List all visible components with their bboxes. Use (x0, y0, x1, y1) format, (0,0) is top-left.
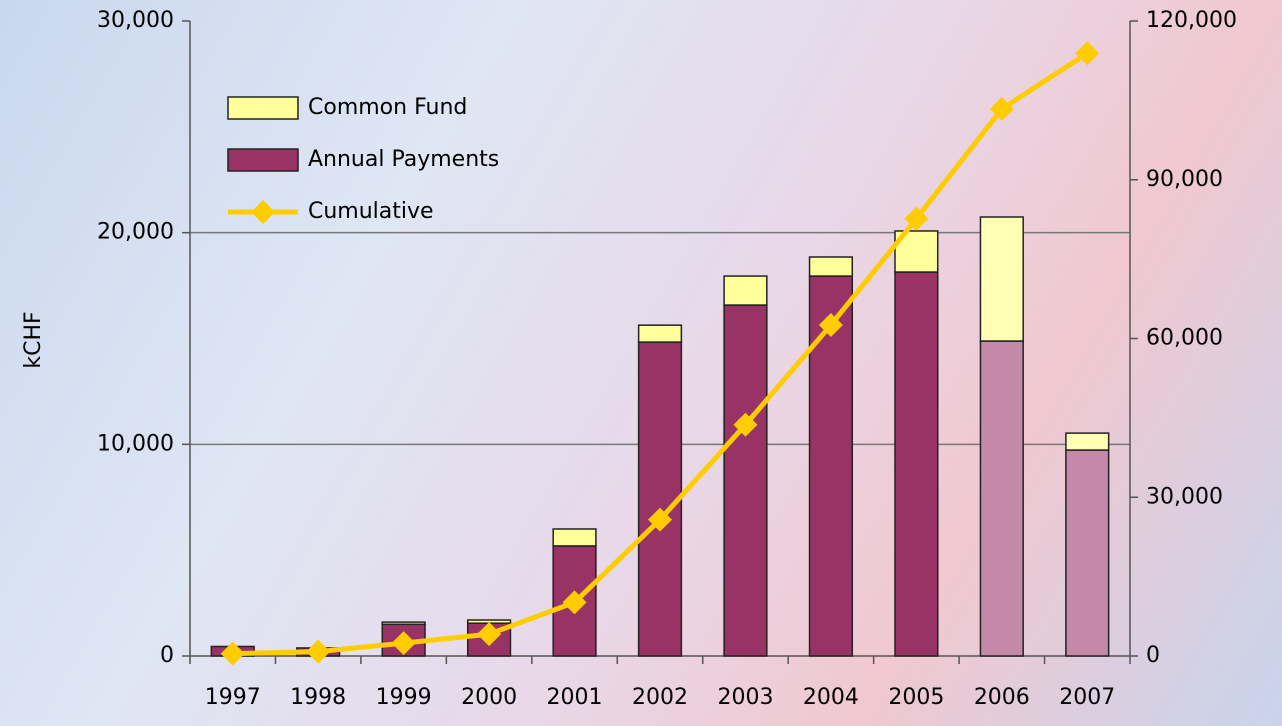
bar (381, 621, 426, 626)
y2-tick-label: 0 (1146, 643, 1160, 668)
marker (1075, 41, 1100, 66)
bar (894, 271, 939, 657)
marker (391, 631, 416, 656)
legend-marker (251, 200, 275, 224)
y2-tick-label: 90,000 (1146, 167, 1223, 192)
legend-label: Annual Payments (308, 147, 499, 172)
legend-label: Cumulative (308, 199, 434, 224)
bar (723, 275, 768, 306)
y2-tick-label: 120,000 (1146, 8, 1237, 33)
y2-tick-label: 60,000 (1146, 326, 1223, 351)
marker (733, 412, 758, 437)
x-tick-label: 2002 (632, 685, 688, 710)
marker (818, 312, 843, 337)
marker (477, 622, 502, 647)
y-tick-label: 20,000 (97, 220, 174, 245)
bar (1065, 432, 1110, 451)
bar (979, 216, 1024, 342)
bar (1065, 449, 1110, 657)
y2-tick-label: 30,000 (1146, 484, 1223, 509)
x-tick-label: 1998 (290, 685, 346, 710)
bar (723, 304, 768, 657)
marker (562, 590, 587, 615)
x-tick-label: 2001 (547, 685, 603, 710)
x-tick-label: 2005 (888, 685, 944, 710)
marker (648, 507, 672, 532)
bar (808, 256, 854, 277)
bar (552, 528, 597, 547)
bar (637, 324, 683, 343)
marker (220, 641, 245, 666)
x-tick-label: 1999 (376, 685, 432, 710)
marker (904, 206, 929, 231)
x-tick-label: 2004 (803, 685, 859, 710)
bar (979, 340, 1024, 657)
x-tick-label: 2007 (1059, 685, 1115, 710)
y-axis-label: kCHF (21, 311, 46, 368)
x-tick-label: 2000 (461, 685, 517, 710)
y-tick-label: 30,000 (97, 8, 174, 33)
legend-swatch (227, 96, 299, 120)
x-tick-label: 2003 (717, 685, 773, 710)
x-tick-label: 2006 (974, 685, 1030, 710)
marker (989, 96, 1014, 121)
bar (808, 275, 854, 657)
y-tick-label: 10,000 (97, 431, 174, 456)
legend-label: Common Fund (308, 95, 467, 120)
bar (637, 341, 683, 657)
marker (306, 639, 331, 664)
legend-swatch (227, 148, 299, 172)
y-tick-label: 0 (160, 643, 174, 668)
x-tick-label: 1997 (205, 685, 261, 710)
